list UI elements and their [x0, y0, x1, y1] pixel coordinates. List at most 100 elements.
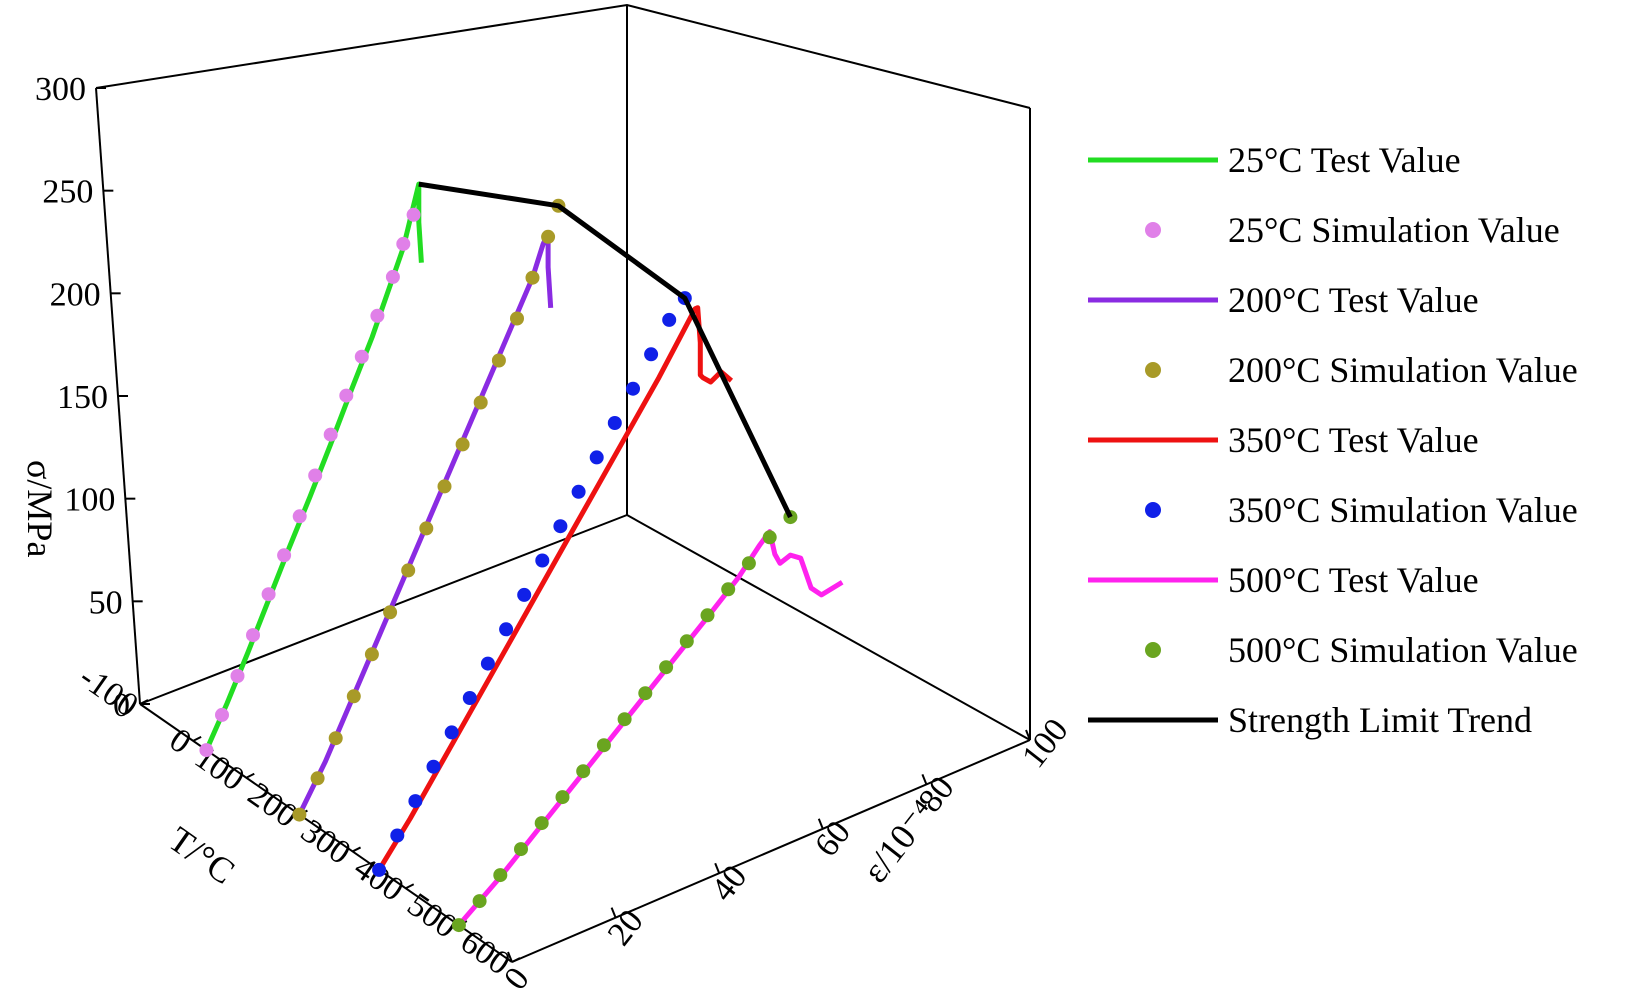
- strain-tick-label: 60: [808, 814, 858, 864]
- legend-label: 25°C Test Value: [1228, 140, 1461, 180]
- temperature-tick-mark: [192, 735, 202, 742]
- legend: 25°C Test Value 25°C Simulation Value 200°…: [1088, 140, 1578, 740]
- data-point: [346, 689, 361, 704]
- data-point: [310, 771, 325, 786]
- strain-tick-label: 0: [497, 961, 537, 991]
- data-point: [571, 484, 586, 499]
- strain-axis-line: [511, 739, 1031, 963]
- data-point: [199, 743, 214, 758]
- data-point: [534, 816, 549, 831]
- data-point: [679, 634, 694, 649]
- series-3: [292, 198, 566, 822]
- data-point: [292, 807, 307, 822]
- stress-tick-label: 200: [50, 276, 101, 313]
- data-point: [480, 656, 495, 671]
- legend-label: 350°C Test Value: [1228, 420, 1479, 460]
- data-point: [700, 608, 715, 623]
- data-point: [390, 828, 405, 843]
- data-point: [462, 691, 477, 705]
- data-point: [644, 347, 659, 362]
- stress-tick-label: 300: [35, 71, 86, 108]
- temperature-tick-label: 400: [347, 849, 410, 909]
- series-5: [372, 291, 692, 877]
- temperature-tick-mark: [245, 772, 255, 779]
- data-point: [277, 548, 292, 563]
- strain-tick-label: 40: [704, 859, 754, 909]
- frame-back-floor-left: [139, 514, 628, 705]
- series-8: [418, 181, 793, 519]
- data-point: [541, 229, 556, 244]
- data-point: [408, 794, 423, 809]
- data-point: [662, 312, 677, 327]
- data-point: [638, 686, 653, 701]
- data-point: [230, 669, 245, 683]
- legend-marker-swatch: [1145, 222, 1161, 238]
- data-point: [215, 707, 229, 722]
- data-point: [419, 521, 434, 536]
- legend-marker-swatch: [1145, 362, 1161, 378]
- series-1: [199, 207, 421, 758]
- legend-label: 200°C Simulation Value: [1228, 350, 1578, 390]
- temperature-tick-mark: [405, 883, 415, 890]
- temperature-tick-mark: [139, 699, 149, 705]
- data-point: [553, 519, 568, 534]
- data-point: [339, 388, 354, 403]
- stress-tick-label: 50: [89, 584, 123, 621]
- legend-item: 25°C Test Value: [1088, 140, 1461, 180]
- data-point: [328, 731, 343, 746]
- data-point: [493, 868, 508, 883]
- data-point: [617, 712, 632, 727]
- data-point: [406, 207, 421, 222]
- series-line: [418, 181, 793, 519]
- plot-series: [199, 181, 844, 933]
- legend-label: Strength Limit Trend: [1228, 700, 1532, 740]
- data-point: [510, 311, 524, 326]
- stress-tick-label: 250: [42, 174, 93, 211]
- series-4: [376, 305, 734, 872]
- legend-item: 25°C Simulation Value: [1145, 210, 1560, 250]
- data-point: [555, 790, 570, 805]
- data-point: [576, 764, 591, 779]
- data-point: [364, 647, 379, 662]
- temperature-tick-label: 300: [294, 812, 357, 872]
- legend-label: 500°C Test Value: [1228, 560, 1479, 600]
- data-point: [261, 587, 276, 602]
- data-point: [659, 660, 674, 675]
- temperature-axis-label: T/°C: [161, 819, 242, 892]
- data-point: [455, 437, 470, 452]
- data-point: [473, 395, 488, 410]
- legend-marker-swatch: [1145, 502, 1161, 518]
- data-point: [292, 509, 307, 524]
- temperature-tick-label: 200: [241, 776, 304, 836]
- strain-tick-mark: [714, 862, 721, 874]
- data-point: [451, 918, 466, 933]
- legend-label: 200°C Test Value: [1228, 280, 1479, 320]
- data-point: [323, 427, 338, 442]
- temperature-tick-label: -100: [72, 658, 144, 724]
- data-point: [370, 308, 385, 323]
- axes-frame: [95, 3, 1031, 963]
- strain-tick-mark: [507, 951, 513, 963]
- data-point: [385, 269, 400, 284]
- data-point: [596, 738, 611, 753]
- strain-tick-mark: [610, 907, 617, 918]
- stress-axis-label: σ/MPa: [20, 460, 60, 557]
- temperature-tick-label: 100: [188, 739, 251, 799]
- data-point: [426, 759, 441, 774]
- stress-tick-label: 0: [113, 687, 130, 724]
- strain-tick-mark: [1025, 729, 1031, 741]
- data-point: [762, 530, 777, 545]
- strain-tick-mark: [817, 818, 824, 830]
- data-point: [741, 556, 756, 571]
- data-point: [491, 353, 506, 368]
- data-point: [444, 725, 459, 740]
- strain-tick-label: 20: [601, 903, 651, 953]
- data-point: [372, 862, 387, 877]
- data-point: [535, 553, 550, 568]
- frame-back-top: [95, 3, 1031, 109]
- series-line: [376, 305, 734, 872]
- legend-label: 350°C Simulation Value: [1228, 490, 1578, 530]
- temperature-tick-label: 500: [400, 886, 463, 946]
- data-point: [354, 349, 369, 364]
